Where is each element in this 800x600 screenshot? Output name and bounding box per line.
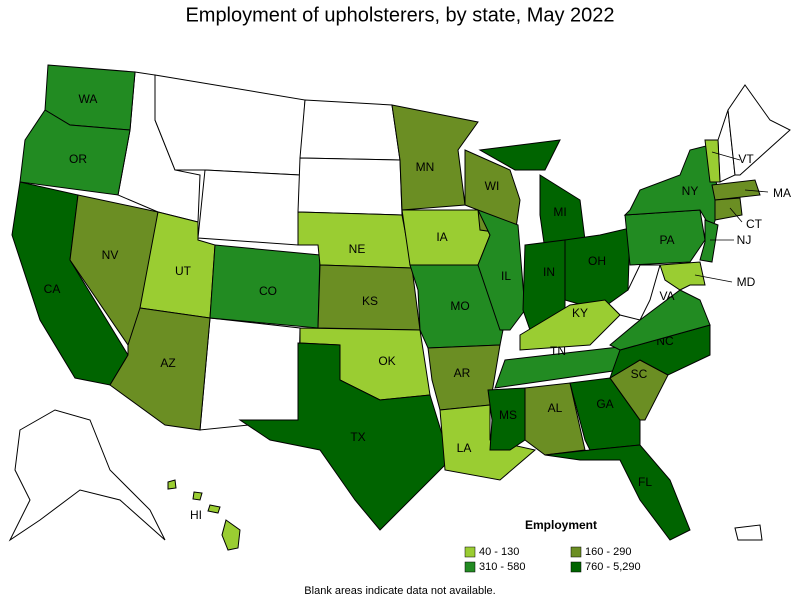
state-label: WI [485,179,500,193]
state [699,219,719,263]
legend-swatch [464,561,476,573]
leader-line [711,151,741,161]
state-label: KS [362,294,378,308]
state-label: VT [738,152,754,166]
state-label: UT [175,264,192,278]
state [704,139,721,183]
state [609,289,711,351]
state-label: PA [659,233,674,247]
state-label: OK [378,354,395,368]
state-label: NJ [737,233,752,247]
state-label: KY [572,306,588,320]
state-label: OR [69,152,87,166]
state [564,227,631,311]
map-title: Employment of upholsterers, by state, Ma… [185,4,614,26]
state-label: GA [596,397,613,411]
state-label: CO [259,284,277,298]
state-label: OH [588,254,606,268]
state-label: WA [79,92,98,106]
state-label: IL [501,269,511,283]
legend-swatch [464,546,476,558]
state-blank [199,317,301,431]
state [659,261,706,291]
legend-label: 310 - 580 [479,561,525,573]
state-label: MO [450,299,469,313]
state [477,209,526,331]
state-label: NY [682,184,699,198]
legend-label: 40 - 130 [479,546,519,558]
state-label: IA [436,230,447,244]
state-label: MI [553,205,566,219]
state-label: IN [543,265,555,279]
leader-line [744,189,769,193]
state-label: AL [548,401,563,415]
state [109,307,211,431]
state-label: VA [659,289,674,303]
state [238,342,451,531]
state-label: SC [631,367,648,381]
state-label: MD [737,275,756,289]
legend-label: 760 - 5,290 [585,561,641,573]
state-blank [8,409,166,542]
state [544,444,691,541]
state-label: AZ [160,356,175,370]
state-label: MA [773,186,791,200]
legend-label: 160 - 290 [585,546,631,558]
states: WA OR CA NV UT AZ CO NE KS OK TX MN IA MO AR LA WI IL MI IN… [11,64,791,551]
state-label: AR [454,366,471,380]
state-blank [197,169,301,246]
legend-swatch [570,561,582,573]
state-blank [297,157,403,216]
state-label: NV [102,248,119,262]
legend-swatch [570,546,582,558]
state-label: NE [349,242,366,256]
state-label: TN [550,344,566,358]
legend-title: Employment [525,518,597,532]
leader-lines [694,151,769,283]
state-blank [727,84,791,176]
state [19,109,131,196]
state-label: CA [44,282,61,296]
leader-line [729,207,743,223]
legend: 40 - 130 160 - 290 310 - 580 760 - 5,290 [464,546,641,573]
state-label: TX [350,430,365,444]
state-blank [734,524,763,541]
state-label: HI [190,508,202,522]
state [167,479,241,551]
leader-line [694,274,733,283]
footnote: Blank areas indicate data not available. [304,585,495,597]
state-label: FL [638,475,652,489]
state [711,179,761,201]
state-blank [154,74,306,176]
state-label: MS [499,408,517,422]
state-label: LA [457,441,472,455]
state-label: CT [746,217,763,231]
state-label: MN [416,160,435,174]
state-blank [299,99,401,161]
state-blank [604,264,661,321]
state [519,299,621,351]
